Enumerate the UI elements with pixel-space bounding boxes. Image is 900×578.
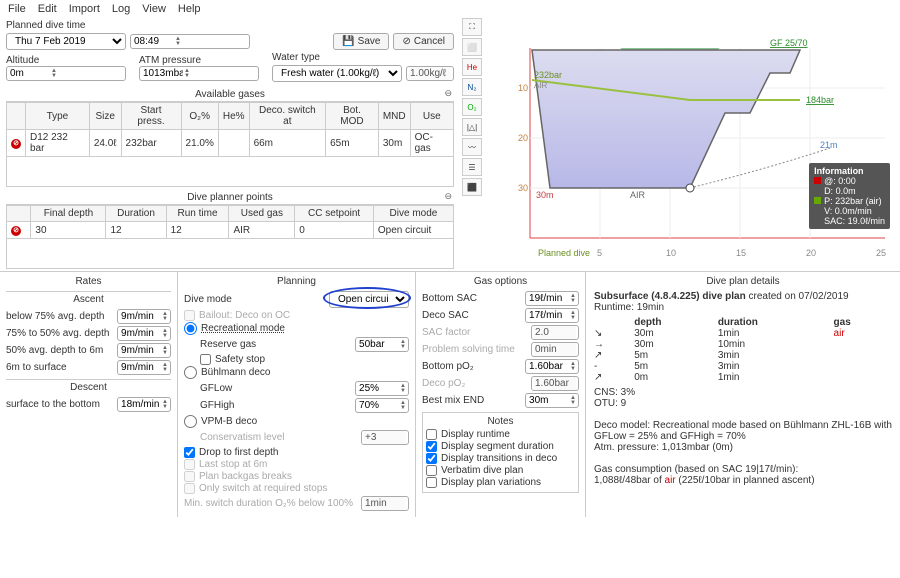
variations-checkbox[interactable] <box>426 477 437 488</box>
cylinder-icon: ⊘ <box>11 226 21 236</box>
menu-help[interactable]: Help <box>178 3 201 15</box>
transitions-checkbox[interactable] <box>426 453 437 464</box>
side-icon[interactable]: ⛶ <box>462 18 482 36</box>
side-icon[interactable]: ⬛ <box>462 178 482 196</box>
cancel-button[interactable]: ⊘ Cancel <box>393 33 454 50</box>
water-label: Water type <box>272 52 454 63</box>
segment-checkbox[interactable] <box>426 441 437 452</box>
svg-text:15: 15 <box>736 248 746 258</box>
time-input[interactable]: ▲▼ <box>130 34 250 49</box>
side-icon[interactable]: ⬜ <box>462 38 482 56</box>
reserve-input[interactable]: ▲▼ <box>355 337 409 352</box>
menu-view[interactable]: View <box>142 3 166 15</box>
menu-edit[interactable]: Edit <box>38 3 57 15</box>
table-row[interactable]: ⊘ D12 232 bar24.0ℓ232bar 21.0%66m 65m30m… <box>7 130 454 157</box>
menu-file[interactable]: File <box>8 3 26 15</box>
buhlmann-radio[interactable] <box>184 366 197 379</box>
rate-input[interactable]: ▲▼ <box>117 309 171 324</box>
rates-column: Rates Ascent below 75% avg. depth▲▼ 75% … <box>0 272 178 517</box>
side-icon-o2[interactable]: O₂ <box>462 98 482 116</box>
svg-text:184bar: 184bar <box>806 95 834 105</box>
svg-text:25: 25 <box>876 248 886 258</box>
planned-time-label: Planned dive time <box>6 20 454 31</box>
svg-text:10: 10 <box>666 248 676 258</box>
points-header: Dive planner points⊖ <box>6 191 454 205</box>
rate-input[interactable]: ▲▼ <box>117 397 171 412</box>
points-table[interactable]: Final depthDurationRun time Used gasCC s… <box>6 205 454 239</box>
planning-column: Planning Dive modeOpen circuit Bailout: … <box>178 272 416 517</box>
density-input <box>406 66 454 81</box>
side-icon-he[interactable]: He <box>462 58 482 76</box>
side-icon-n2[interactable]: N₂ <box>462 78 482 96</box>
drop-checkbox[interactable] <box>184 447 195 458</box>
bottom-sac-input[interactable]: ▲▼ <box>525 291 579 306</box>
verbatim-checkbox[interactable] <box>426 465 437 476</box>
altitude-label: Altitude <box>6 55 135 66</box>
details-column: Dive plan details Subsurface (4.8.4.225)… <box>586 272 900 517</box>
bpo2-input[interactable]: ▲▼ <box>525 359 579 374</box>
gases-header: Available gases⊖ <box>6 88 454 102</box>
svg-text:30: 30 <box>518 183 528 193</box>
atm-input[interactable]: ▲▼ <box>139 66 259 81</box>
svg-text:20: 20 <box>518 133 528 143</box>
bailout-checkbox <box>184 310 195 321</box>
deco-sac-input[interactable]: ▲▼ <box>525 308 579 323</box>
backgas-checkbox <box>184 471 195 482</box>
safety-checkbox[interactable] <box>200 354 211 365</box>
points-close-icon[interactable]: ⊖ <box>444 191 452 202</box>
notes-box: Notes Display runtime Display segment du… <box>422 412 579 493</box>
menubar: File Edit Import Log View Help <box>0 0 900 18</box>
table-row[interactable]: ⊘ 301212 AIR0Open circuit <box>7 222 454 239</box>
menu-log[interactable]: Log <box>112 3 130 15</box>
water-select[interactable]: Fresh water (1.00kg/ℓ) <box>272 65 402 82</box>
svg-text:232bar: 232bar <box>534 70 562 80</box>
atm-label: ATM pressure <box>139 55 268 66</box>
svg-text:21m: 21m <box>820 140 838 150</box>
side-icon[interactable]: |△| <box>462 118 482 136</box>
gflow-input[interactable]: ▲▼ <box>355 381 409 396</box>
side-icon[interactable]: ☰ <box>462 158 482 176</box>
save-button[interactable]: 💾 Save <box>333 33 389 50</box>
end-input[interactable]: ▲▼ <box>525 393 579 408</box>
altitude-input[interactable]: ▲▼ <box>6 66 126 81</box>
onlyswitch-checkbox <box>184 483 195 494</box>
svg-text:AIR: AIR <box>534 81 548 90</box>
gases-table[interactable]: TypeSizeStart press. O₂%He%Deco. switch … <box>6 102 454 157</box>
gfhigh-input[interactable]: ▲▼ <box>355 398 409 413</box>
rate-input[interactable]: ▲▼ <box>117 343 171 358</box>
date-select[interactable]: Thu 7 Feb 2019 <box>6 33 126 50</box>
svg-text:GF 25/70: GF 25/70 <box>770 38 808 48</box>
svg-text:30m: 30m <box>536 190 554 200</box>
planner-panel: Planned dive time Thu 7 Feb 2019 ▲▼ 💾 Sa… <box>0 18 460 271</box>
dive-mode-select[interactable]: Open circuit <box>329 291 409 308</box>
dive-profile-chart[interactable]: 10 20 30 30m AIR 232bar AIR 184bar 21m G… <box>490 18 895 268</box>
cylinder-icon: ⊘ <box>11 139 21 149</box>
rate-input[interactable]: ▲▼ <box>117 326 171 341</box>
side-icon[interactable]: 〰 <box>462 138 482 156</box>
vpm-radio[interactable] <box>184 415 197 428</box>
svg-text:Planned dive: Planned dive <box>538 248 590 258</box>
svg-text:20: 20 <box>806 248 816 258</box>
plan-steps-table: depthdurationgas ↘30m1minair →30m10min ↗… <box>594 317 892 383</box>
menu-import[interactable]: Import <box>69 3 100 15</box>
runtime-checkbox[interactable] <box>426 429 437 440</box>
svg-text:5: 5 <box>597 248 602 258</box>
svg-text:10: 10 <box>518 83 528 93</box>
rate-input[interactable]: ▲▼ <box>117 360 171 375</box>
gas-column: Gas options Bottom SAC▲▼ Deco SAC▲▼ SAC … <box>416 272 586 517</box>
chart-panel: ⛶ ⬜ He N₂ O₂ |△| 〰 ☰ ⬛ <box>460 18 900 271</box>
last6-checkbox <box>184 459 195 470</box>
gases-close-icon[interactable]: ⊖ <box>444 88 452 99</box>
chart-tooltip: Information @: 0:00 D: 0.0m P: 232bar (a… <box>809 163 890 229</box>
recreational-radio[interactable] <box>184 322 197 335</box>
svg-text:AIR: AIR <box>630 190 646 200</box>
